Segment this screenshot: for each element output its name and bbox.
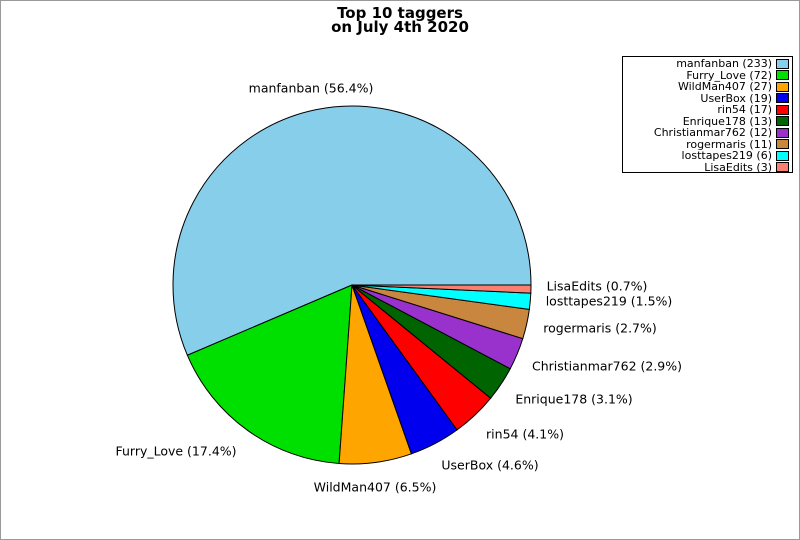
pie-slice-Furry_Love bbox=[186, 284, 353, 465]
legend-item-WildMan407: WildMan407 (27) bbox=[623, 81, 792, 93]
chart-title-line1: Top 10 taggers bbox=[337, 4, 463, 22]
slice-label-LisaEdits: LisaEdits (0.7%) bbox=[546, 278, 648, 294]
legend-label: rogermaris (11) bbox=[686, 137, 772, 151]
legend-item-Christianmar762: Christianmar762 (12) bbox=[623, 127, 792, 139]
chart-title-line2: on July 4th 2020 bbox=[331, 18, 469, 36]
legend-swatch-icon bbox=[776, 104, 789, 115]
pie-slice-LisaEdits bbox=[351, 284, 532, 294]
chart-title: Top 10 taggers on July 4th 2020 bbox=[1, 4, 799, 36]
legend-swatch-icon bbox=[776, 139, 789, 150]
slice-label-Christianmar762: Christianmar762 (2.9%) bbox=[531, 358, 683, 374]
slice-label-Enrique178: Enrique178 (3.1%) bbox=[515, 391, 633, 407]
legend-label: Enrique178 (13) bbox=[682, 114, 772, 128]
legend-label: Furry_Love (72) bbox=[686, 68, 772, 82]
legend-item-LisaEdits: LisaEdits (3) bbox=[623, 160, 792, 174]
legend-swatch-icon bbox=[776, 58, 789, 69]
legend-item-manfanban: manfanban (233) bbox=[623, 58, 792, 70]
legend: manfanban (233) Furry_Love (72) WildMan407… bbox=[622, 56, 793, 173]
slice-label-losttapes219: losttapes219 (1.5%) bbox=[545, 293, 673, 309]
legend-item-rin54: rin54 (17) bbox=[623, 104, 792, 116]
legend-swatch-icon bbox=[776, 150, 789, 161]
legend-label: losttapes219 (6) bbox=[681, 149, 772, 162]
legend-item-losttapes219: losttapes219 (6) bbox=[623, 150, 792, 162]
slice-label-UserBox: UserBox (4.6%) bbox=[441, 457, 539, 473]
legend-item-UserBox: UserBox (19) bbox=[623, 91, 792, 105]
legend-label: UserBox (19) bbox=[700, 91, 772, 105]
legend-item-rogermaris: rogermaris (11) bbox=[623, 137, 792, 151]
legend-label: rin54 (17) bbox=[717, 103, 772, 116]
slice-label-Furry_Love: Furry_Love (17.4%) bbox=[115, 443, 237, 459]
legend-swatch-icon bbox=[776, 127, 789, 138]
slice-label-rin54: rin54 (4.1%) bbox=[486, 426, 564, 442]
slice-label-manfanban: manfanban (56.4%) bbox=[248, 80, 374, 96]
slice-label-WildMan407: WildMan407 (6.5%) bbox=[313, 479, 437, 495]
legend-swatch-icon bbox=[776, 81, 789, 92]
pie-slice-manfanban bbox=[172, 105, 532, 356]
legend-label: WildMan407 (27) bbox=[677, 80, 772, 93]
legend-swatch-icon bbox=[776, 162, 789, 173]
legend-label: manfanban (233) bbox=[676, 57, 772, 70]
legend-swatch-icon bbox=[776, 93, 789, 104]
legend-swatch-icon bbox=[776, 70, 789, 81]
legend-label: Christianmar762 (12) bbox=[653, 126, 772, 139]
legend-item-Enrique178: Enrique178 (13) bbox=[623, 114, 792, 128]
legend-label: LisaEdits (3) bbox=[704, 160, 772, 174]
legend-swatch-icon bbox=[776, 116, 789, 127]
legend-item-Furry_Love: Furry_Love (72) bbox=[623, 68, 792, 82]
slice-label-rogermaris: rogermaris (2.7%) bbox=[543, 320, 657, 336]
